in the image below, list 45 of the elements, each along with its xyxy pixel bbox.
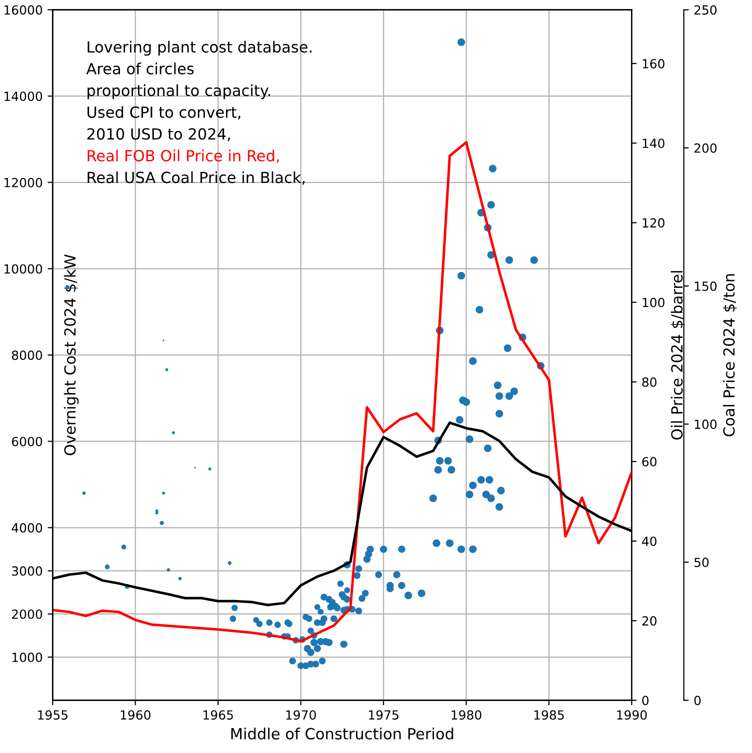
y2-tick-label: 100 <box>642 298 664 308</box>
y3-tick-label: 150 <box>694 281 717 291</box>
y3-axis-title: Coal Price 2024 $/ton <box>722 274 737 436</box>
x-tick-label: 1985 <box>534 710 564 720</box>
y2-tick-label: 80 <box>642 377 656 387</box>
y2-axis-title: Oil Price 2024 $/barrel <box>670 271 685 440</box>
y2-tick-label: 20 <box>642 616 656 626</box>
annotation: Area of circles <box>86 62 194 74</box>
x-tick-label: 1965 <box>204 710 233 720</box>
y3-tick-label: 250 <box>694 5 717 15</box>
x-tick-label: 1980 <box>452 710 482 720</box>
y-tick-label: 2000 <box>12 609 42 619</box>
annotation: Real FOB Oil Price in Red, <box>88 150 279 163</box>
y-tick-label: 6000 <box>12 436 42 446</box>
y-tick-label: 10000 <box>4 264 42 274</box>
y3-tick-label: 0 <box>694 696 701 706</box>
y-tick-label: 14000 <box>4 92 42 102</box>
y2-tick-label: 60 <box>642 456 656 466</box>
annotation: Real USA Coal Price in Black, <box>88 171 305 185</box>
y2-tick-label: 0 <box>642 696 649 706</box>
x-tick-label: 1960 <box>120 710 150 720</box>
y-tick-label: 1000 <box>12 652 42 662</box>
y3-tick-label: 100 <box>694 420 717 430</box>
y-tick-label: 12000 <box>4 178 42 188</box>
y3-tick-label: 50 <box>694 558 709 568</box>
y2-tick-label: 120 <box>642 218 664 228</box>
line-series <box>52 141 632 643</box>
y-axis-title: Overnight Cost 2024 $/kW <box>64 254 79 456</box>
y-tick-label: 8000 <box>12 350 42 360</box>
x-tick-label: 1955 <box>38 710 68 720</box>
annotation: proportional to capacity. <box>88 84 270 100</box>
x-tick-label: 1975 <box>368 710 398 720</box>
y3-tick-label: 200 <box>694 143 717 153</box>
annotation: Used CPI to convert, <box>88 106 240 120</box>
y-tick-label: 3000 <box>12 566 42 576</box>
x-tick-label: 1990 <box>617 710 647 720</box>
y-tick-label: 16000 <box>4 5 42 15</box>
annotation: Lovering plant cost database. <box>88 40 312 56</box>
y-tick-label: 4000 <box>12 523 42 533</box>
x-axis-title: Middle of Construction Period <box>231 728 454 740</box>
y2-tick-label: 160 <box>642 58 664 68</box>
x-tick-label: 1970 <box>286 710 316 720</box>
annotation: 2010 USD to 2024, <box>87 128 230 142</box>
y2-tick-label: 140 <box>642 138 664 148</box>
y2-tick-label: 40 <box>642 536 656 546</box>
